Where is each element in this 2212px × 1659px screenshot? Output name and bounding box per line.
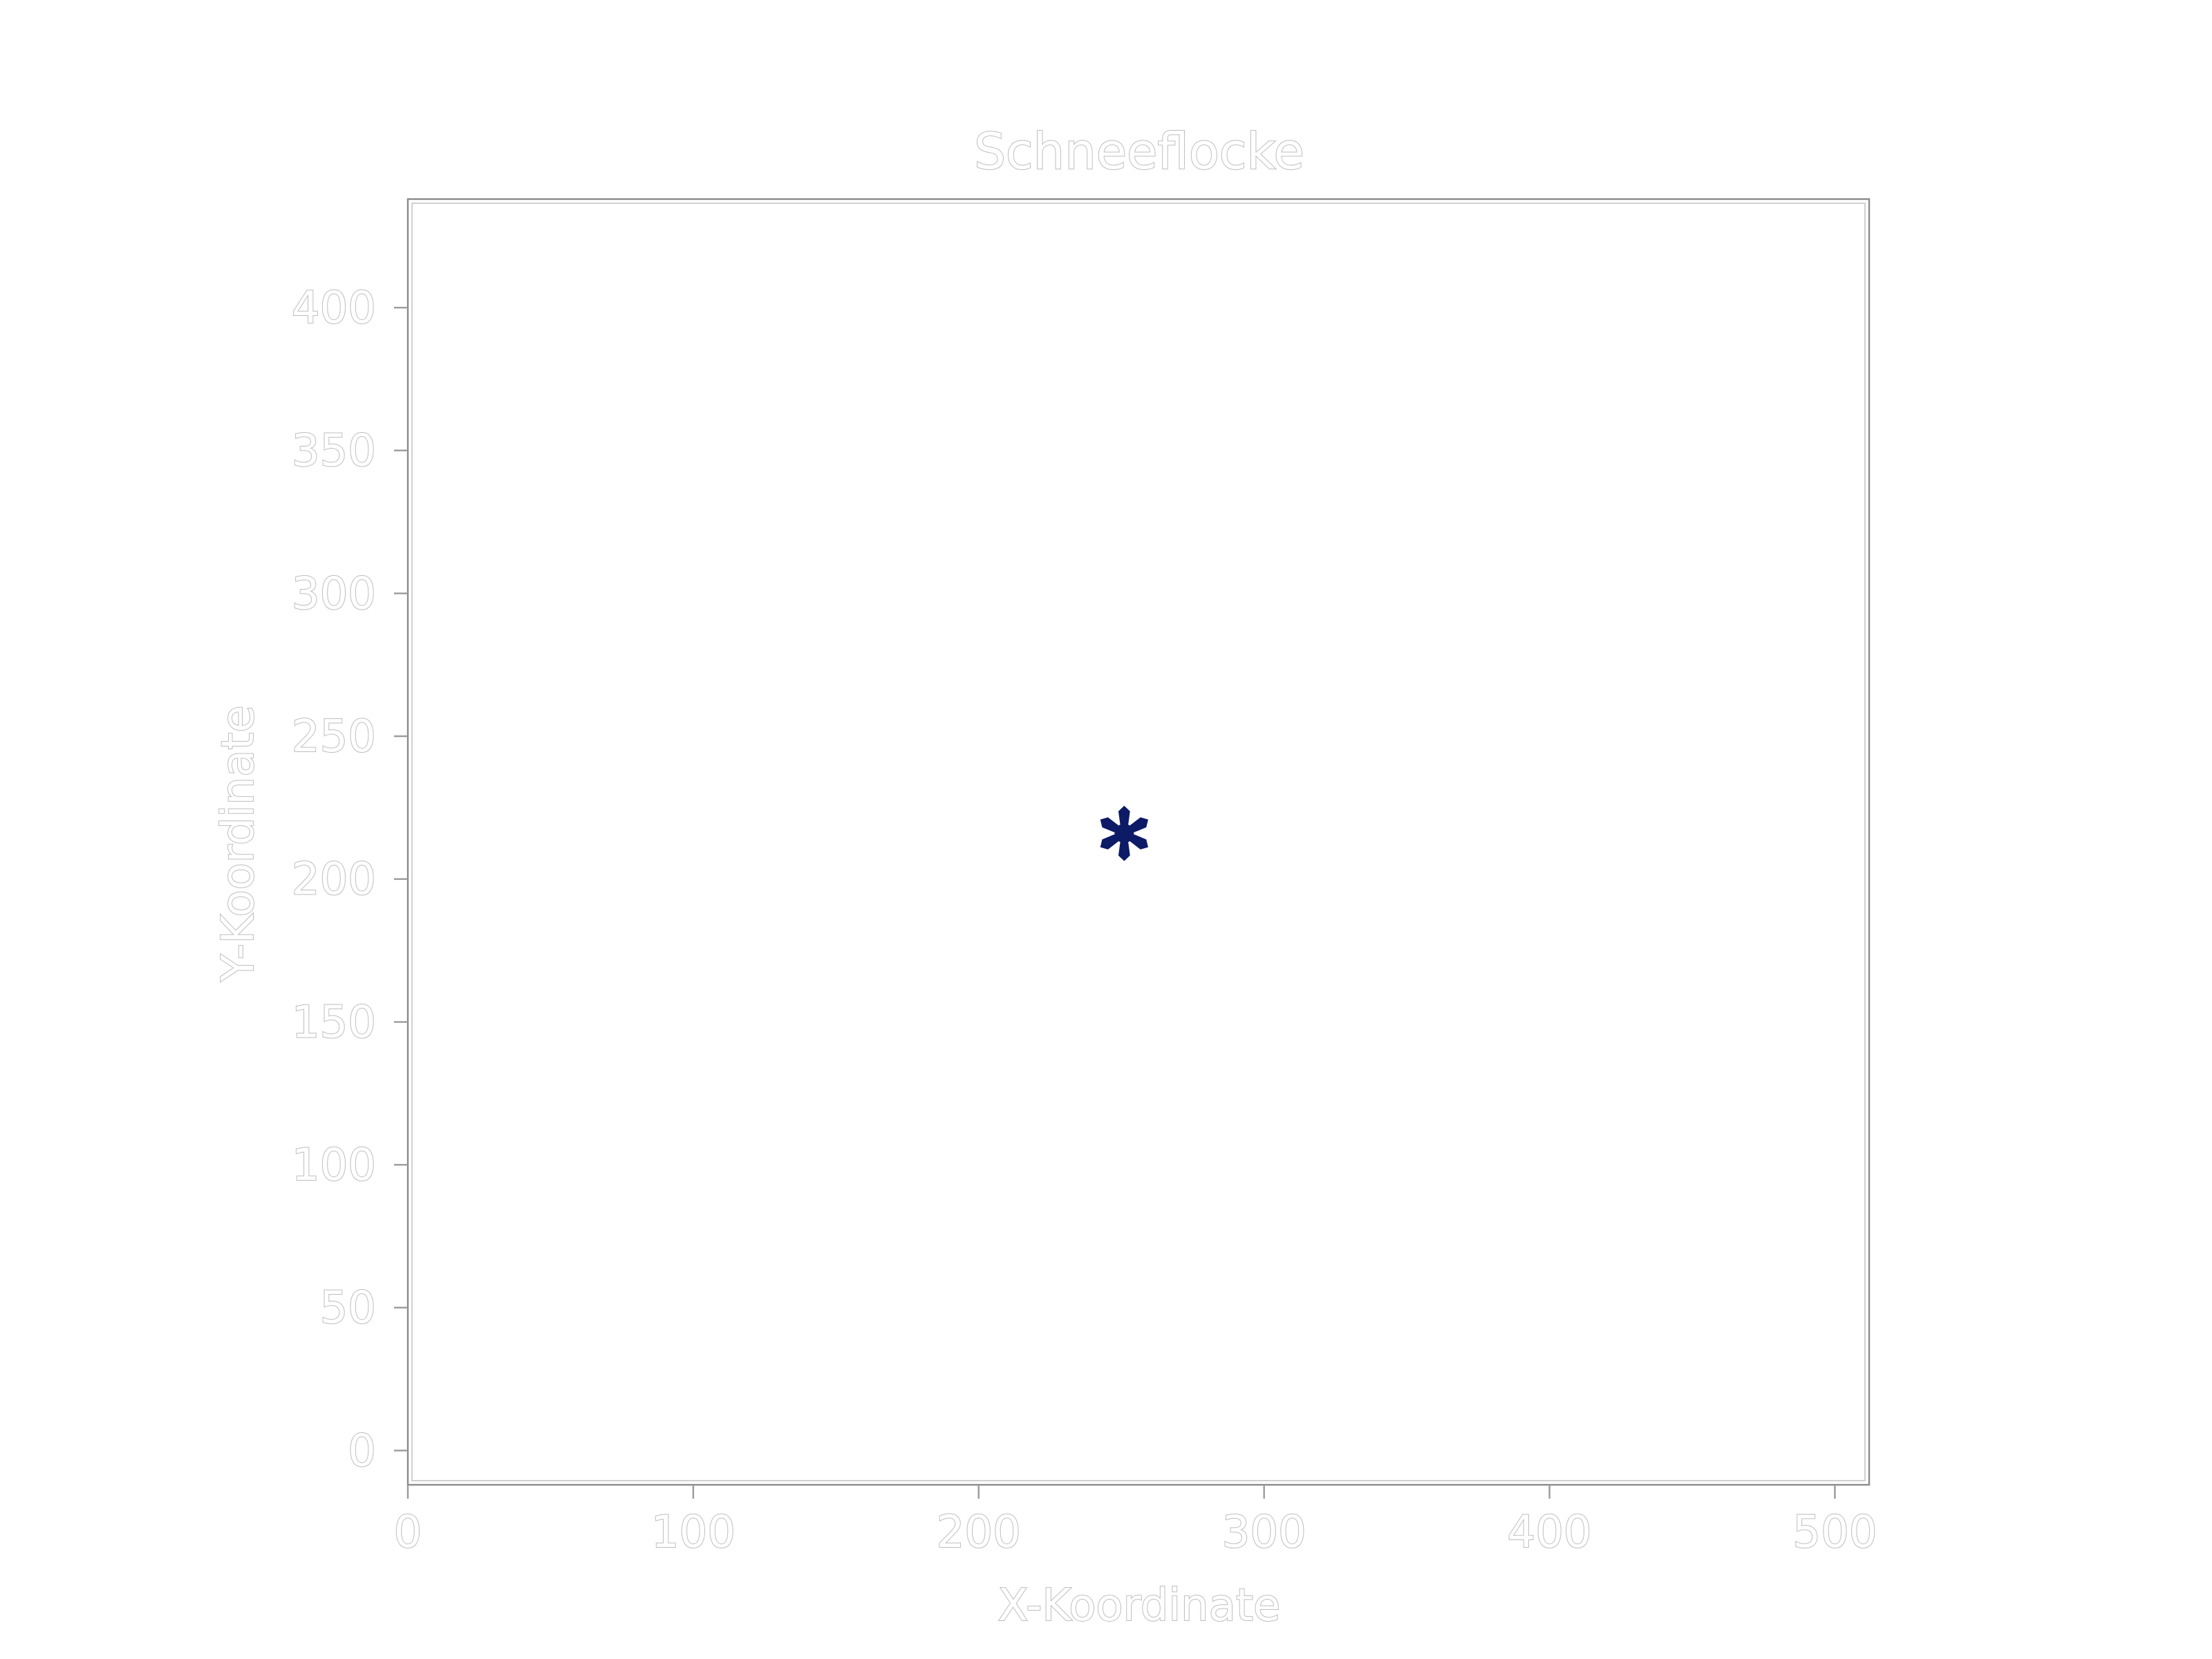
x-tick-label: 100 (651, 1507, 735, 1558)
y-tick-label: 50 (320, 1283, 376, 1334)
y-tick-label: 400 (292, 283, 376, 334)
y-tick-label: 100 (292, 1140, 376, 1191)
x-tick-label: 500 (1792, 1507, 1877, 1558)
x-tick-label: 300 (1222, 1507, 1306, 1558)
chart-title: Schneeflocke (974, 122, 1304, 180)
y-tick-label: 350 (292, 426, 376, 477)
x-axis-label: X-Koordinate (998, 1580, 1281, 1631)
y-tick-label: 300 (292, 568, 376, 619)
y-axis: 0 50 100 150 200 250 300 350 400 (291, 282, 408, 1477)
plot-area (406, 198, 1871, 1486)
x-axis: 0 100 200 300 400 500 (393, 1485, 1878, 1559)
y-tick-label: 200 (292, 854, 376, 906)
y-tick-label: 150 (292, 997, 376, 1048)
x-tick-label: 400 (1507, 1507, 1591, 1558)
y-axis-label: Y-Koordinate (213, 705, 264, 982)
data-points (1100, 805, 1148, 861)
plot-area-inner (411, 203, 1866, 1481)
snowflake-icon (1100, 805, 1148, 861)
y-tick-label: 250 (292, 711, 376, 762)
x-tick-label: 0 (394, 1507, 422, 1558)
x-tick-label: 200 (937, 1507, 1021, 1558)
y-tick-label: 0 (348, 1425, 376, 1477)
